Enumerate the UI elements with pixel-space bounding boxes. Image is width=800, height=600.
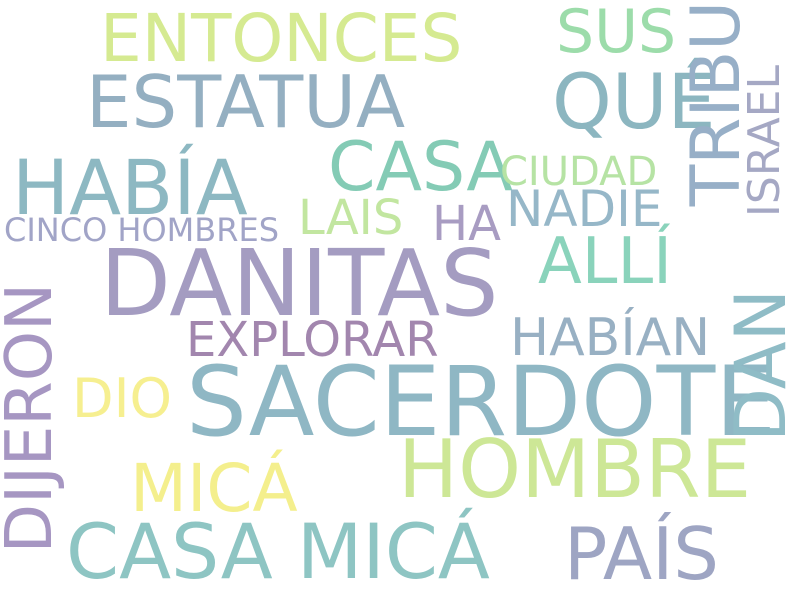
word-habian: HABÍAN xyxy=(510,308,711,368)
word-mica: MICÁ xyxy=(130,450,298,527)
word-dio: DIO xyxy=(72,367,173,430)
word-nadie: NADIE xyxy=(506,180,663,238)
word-israel: ISRAEL xyxy=(739,65,790,218)
word-danitas: DANITAS xyxy=(100,230,499,337)
word-dan: DAN xyxy=(720,289,800,442)
word-estatua: ESTATUA xyxy=(86,60,406,144)
word-alli: ALLÍ xyxy=(538,225,672,299)
word-sacerdote: SACERDOTE xyxy=(186,346,776,458)
word-cinco-hombres: CINCO HOMBRES xyxy=(4,211,279,249)
word-casa: CASA xyxy=(328,128,513,207)
word-habia: HABÍA xyxy=(12,143,248,232)
word-dijeron: DIJERON xyxy=(0,283,67,554)
word-sus: SUS xyxy=(556,0,677,67)
word-hombre: HOMBRE xyxy=(398,423,752,516)
word-explorar: EXPLORAR xyxy=(186,312,439,368)
word-ciudad: CIUDAD xyxy=(500,149,658,195)
word-ha: HA xyxy=(432,196,501,252)
word-que: QUÉ xyxy=(552,57,716,146)
word-casa-mica: CASA MICÁ xyxy=(66,507,490,596)
word-entonces: ENTONCES xyxy=(100,0,463,77)
word-lais: LAIS xyxy=(298,190,404,246)
word-pais: PAÍS xyxy=(564,512,720,596)
